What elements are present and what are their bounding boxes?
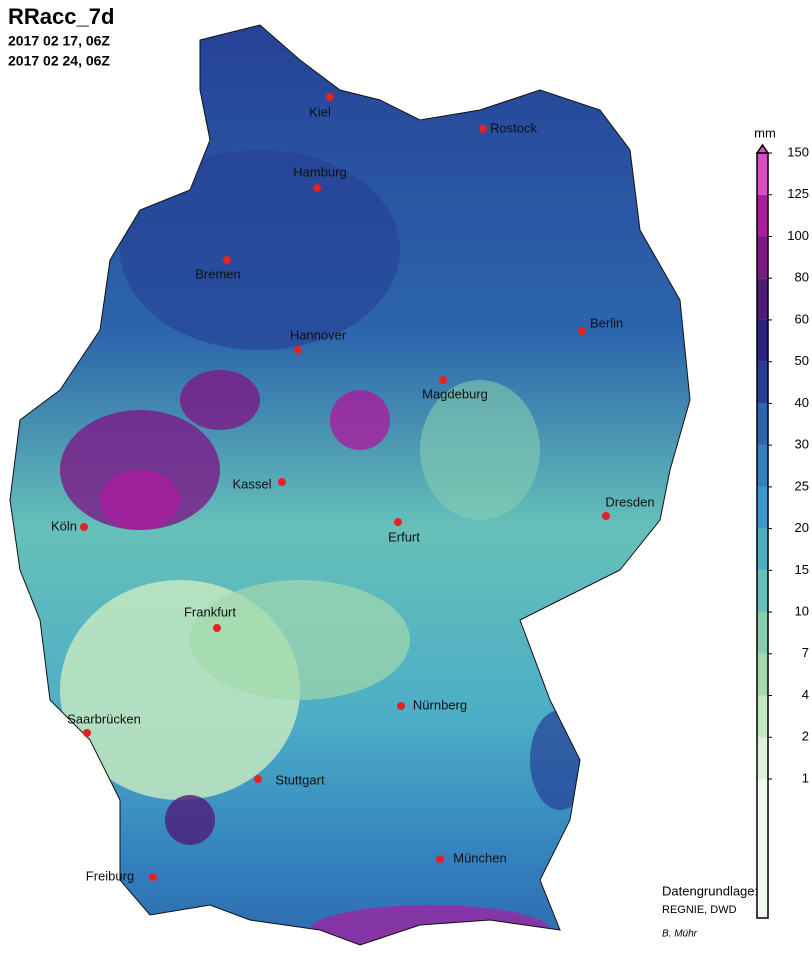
- city-dot: [313, 184, 321, 192]
- city-label: Erfurt: [388, 529, 420, 544]
- city-dot: [394, 518, 402, 526]
- colorbar-segment: [757, 319, 768, 362]
- colorbar-label: 1: [802, 770, 809, 785]
- colorbar-segment: [757, 779, 768, 918]
- city-dot: [149, 873, 157, 881]
- city-label: Rostock: [490, 120, 537, 135]
- city-dot: [479, 125, 487, 133]
- city-label: Saarbrücken: [67, 711, 141, 726]
- colorbar-segment: [757, 486, 768, 529]
- city-label: Nürnberg: [413, 697, 467, 712]
- colorbar-arrow: [755, 143, 770, 154]
- colorbar-label: 40: [795, 395, 809, 410]
- colorbar-label: 4: [802, 687, 809, 702]
- city-label: Freiburg: [86, 868, 134, 883]
- colorbar-label: 30: [795, 437, 809, 452]
- colorbar-segment: [757, 570, 768, 613]
- colorbar-frame: [756, 152, 769, 919]
- colorbar-segment: [757, 653, 768, 696]
- source: REGNIE, DWD: [662, 904, 737, 916]
- colorbar-label: 7: [802, 645, 809, 660]
- city-label: Köln: [51, 518, 77, 533]
- city-label: Berlin: [590, 315, 623, 330]
- city-dot: [213, 624, 221, 632]
- city-label: Hannover: [290, 327, 347, 342]
- legend-unit: mm: [754, 125, 776, 140]
- start-time: 2017 02 17, 06Z: [8, 33, 110, 49]
- city-label: Frankfurt: [184, 604, 236, 619]
- city-label: Magdeburg: [422, 386, 488, 401]
- city-dot: [254, 775, 262, 783]
- colorbar-label: 125: [787, 186, 809, 201]
- colorbar-label: 15: [795, 562, 809, 577]
- city-dot: [602, 512, 610, 520]
- city-dot: [223, 256, 231, 264]
- title: RRacc_7d: [8, 4, 114, 29]
- city-label: Dresden: [605, 494, 654, 509]
- city-dot: [294, 346, 302, 354]
- precip-field: [10, 25, 690, 945]
- city-label: Stuttgart: [275, 772, 325, 787]
- city-dot: [397, 702, 405, 710]
- city-dot: [326, 93, 334, 101]
- city-label: München: [453, 850, 506, 865]
- city-label: Hamburg: [293, 164, 346, 179]
- source-label: Datengrundlage:: [662, 883, 758, 898]
- colorbar-segment: [757, 528, 768, 571]
- colorbar-label: 20: [795, 520, 809, 535]
- colorbar-segment: [757, 278, 768, 320]
- colorbar-segment: [757, 695, 768, 738]
- end-time: 2017 02 24, 06Z: [8, 53, 110, 69]
- colorbar-segment: [757, 612, 768, 654]
- city-label: Bremen: [195, 266, 241, 281]
- colorbar-label: 50: [795, 353, 809, 368]
- colorbar-label: 2: [802, 729, 809, 744]
- city-dot: [439, 376, 447, 384]
- city-dot: [578, 327, 586, 335]
- author: B. Mühr: [662, 929, 698, 940]
- colorbar-segment: [757, 236, 768, 279]
- colorbar-segment: [757, 194, 768, 237]
- colorbar-segment: [757, 361, 768, 404]
- colorbar-label: 60: [795, 311, 809, 326]
- colorbar-segment: [757, 445, 768, 487]
- city-label: Kiel: [309, 104, 331, 119]
- colorbar-label: 25: [795, 478, 809, 493]
- city-dot: [436, 855, 444, 863]
- city-dot: [80, 523, 88, 531]
- colorbar-segment: [757, 153, 768, 195]
- colorbar-segment: [757, 737, 768, 779]
- colorbar-label: 150: [787, 144, 809, 159]
- colorbar-segment: [757, 403, 768, 446]
- city-label: Kassel: [232, 476, 271, 491]
- colorbar-label: 10: [795, 604, 809, 619]
- city-dot: [278, 478, 286, 486]
- colorbar-label: 80: [795, 270, 809, 285]
- colorbar-label: 100: [787, 228, 809, 243]
- city-dot: [83, 729, 91, 737]
